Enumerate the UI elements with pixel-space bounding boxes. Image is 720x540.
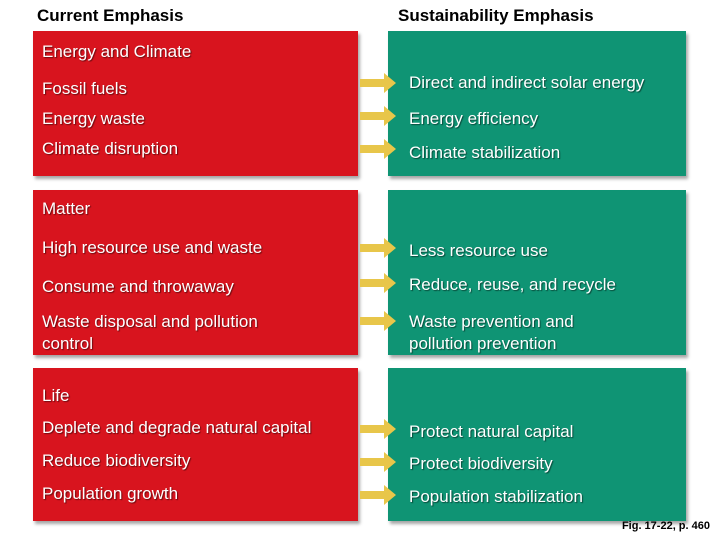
current-emphasis-header: Current Emphasis: [37, 6, 184, 25]
current-item: control: [42, 334, 94, 353]
sustainable-item: Climate stabilization: [409, 143, 561, 162]
current-item: Deplete and degrade natural capital: [42, 418, 312, 437]
energy-climate-sustainable-panel: [388, 31, 686, 176]
arrow-right-icon: [360, 485, 396, 505]
arrow-right-icon: [360, 273, 396, 293]
current-item: Energy waste: [42, 109, 145, 128]
section-title-life: Life: [42, 386, 70, 405]
current-item: Climate disruption: [42, 139, 179, 158]
arrow-right-icon: [360, 73, 396, 93]
sustainability-emphasis-header: Sustainability Emphasis: [398, 6, 594, 25]
matter-sustainable-panel: [388, 190, 686, 355]
arrow-right-icon: [360, 419, 396, 439]
current-item: Waste disposal and pollution: [42, 312, 258, 331]
arrow-right-icon: [360, 106, 396, 126]
figure-caption: Fig. 17-22, p. 460: [621, 520, 710, 532]
sustainable-item: pollution prevention: [409, 334, 557, 353]
sustainable-item: Protect biodiversity: [409, 454, 553, 473]
matter-current-panel: [33, 190, 358, 355]
current-item: Fossil fuels: [42, 79, 128, 98]
arrow-right-icon: [360, 139, 396, 159]
current-item: High resource use and waste: [42, 238, 263, 257]
current-item: Population growth: [42, 484, 179, 503]
section-title-energy-climate: Energy and Climate: [42, 42, 192, 61]
sustainable-item: Reduce, reuse, and recycle: [409, 275, 616, 294]
arrow-right-icon: [360, 452, 396, 472]
sustainable-item: Energy efficiency: [409, 109, 539, 128]
arrow-right-icon: [360, 311, 396, 331]
current-item: Reduce biodiversity: [42, 451, 191, 470]
sustainable-item: Waste prevention and: [409, 312, 574, 331]
current-item: Consume and throwaway: [42, 277, 234, 296]
sustainable-item: Less resource use: [409, 241, 548, 260]
sustainable-item: Protect natural capital: [409, 422, 574, 441]
section-title-matter: Matter: [42, 199, 91, 218]
life-sustainable-panel: [388, 368, 686, 521]
arrow-right-icon: [360, 238, 396, 258]
life-current-panel: [33, 368, 358, 521]
sustainable-item: Population stabilization: [409, 487, 583, 506]
energy-climate-current-panel: [33, 31, 358, 176]
sustainable-item: Direct and indirect solar energy: [409, 73, 645, 92]
